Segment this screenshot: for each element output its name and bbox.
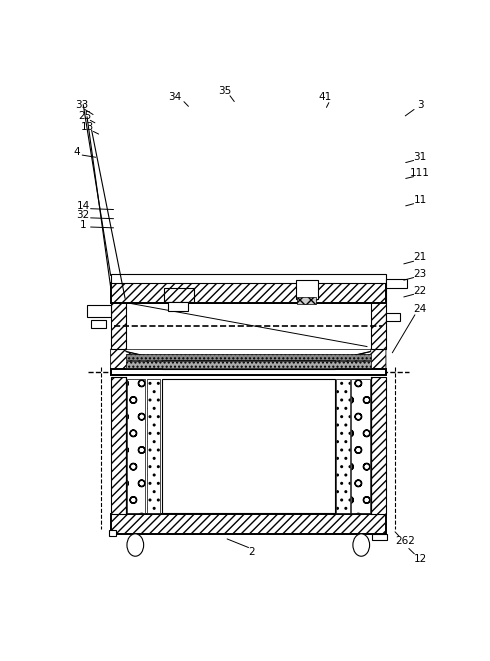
Bar — [111, 283, 386, 303]
Text: 1: 1 — [80, 220, 87, 230]
Bar — [147, 379, 160, 513]
Polygon shape — [111, 349, 162, 375]
Bar — [371, 283, 386, 349]
Text: 23: 23 — [414, 269, 427, 279]
Bar — [91, 319, 106, 328]
Text: 31: 31 — [414, 151, 427, 162]
Bar — [336, 379, 350, 513]
Bar — [111, 369, 386, 375]
Text: 12: 12 — [414, 554, 427, 564]
Bar — [111, 377, 126, 514]
Text: 33: 33 — [75, 100, 89, 110]
Bar — [111, 283, 126, 349]
Bar — [126, 362, 371, 368]
Bar — [126, 354, 371, 360]
Bar — [162, 360, 335, 369]
Text: 24: 24 — [414, 304, 427, 315]
Bar — [162, 379, 335, 513]
Text: 111: 111 — [410, 168, 430, 178]
Bar — [126, 303, 371, 349]
Text: 21: 21 — [414, 253, 427, 262]
Text: 41: 41 — [318, 92, 332, 102]
Bar — [164, 288, 194, 302]
Circle shape — [353, 534, 369, 556]
Bar — [371, 534, 387, 540]
Bar — [371, 377, 386, 514]
Text: 34: 34 — [169, 92, 182, 102]
Text: 3: 3 — [417, 100, 423, 110]
Text: 14: 14 — [76, 200, 90, 211]
Bar — [111, 274, 386, 283]
Bar — [296, 280, 318, 299]
Bar — [351, 379, 369, 513]
Text: 4: 4 — [74, 147, 80, 157]
Bar — [109, 530, 116, 536]
Text: 25: 25 — [78, 111, 92, 121]
Bar — [168, 302, 189, 311]
Text: 22: 22 — [414, 286, 427, 295]
Bar — [386, 279, 407, 288]
Text: 13: 13 — [81, 122, 95, 132]
Bar — [386, 313, 400, 321]
Bar — [87, 305, 111, 317]
Bar — [127, 379, 145, 513]
Text: 32: 32 — [76, 210, 90, 220]
Text: 262: 262 — [395, 537, 415, 547]
Bar — [111, 514, 386, 534]
Text: 35: 35 — [218, 85, 231, 96]
Text: 2: 2 — [248, 547, 254, 557]
Text: 11: 11 — [414, 195, 427, 205]
Bar — [297, 297, 316, 304]
Polygon shape — [335, 349, 386, 375]
Circle shape — [127, 534, 144, 556]
